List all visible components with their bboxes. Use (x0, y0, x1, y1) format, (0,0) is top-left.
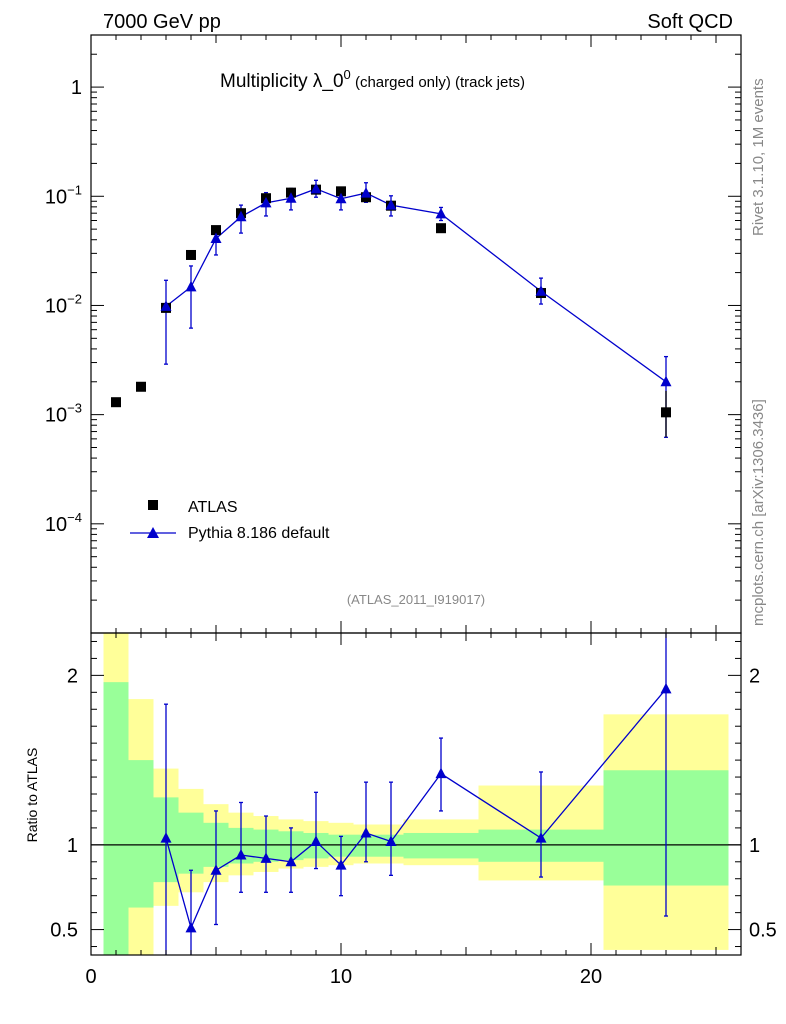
pythia-point-7 (335, 192, 347, 204)
band-inner-0 (103, 682, 129, 955)
ratio-plot-series (160, 633, 672, 955)
atlas-point-4 (211, 225, 221, 236)
ratio-tick-label-left-1: 1 (67, 835, 78, 857)
y-tick-exponent-1: −1 (67, 182, 82, 197)
pythia-point-5 (285, 192, 297, 203)
legend-atlas-label: ATLAS (188, 499, 238, 516)
plot-title-detail: (charged only) (track jets) (351, 74, 525, 91)
atlas-point-12 (436, 223, 446, 234)
legend-pythia-label: Pythia 8.186 default (188, 525, 330, 542)
y-tick-base-3: 10 (45, 405, 67, 427)
ratio-point-10 (435, 767, 447, 779)
pythia-point-3 (235, 210, 247, 222)
y-tick-base-4: 10 (45, 514, 67, 536)
pythia-point-9 (385, 199, 397, 210)
legend-pythia-marker (147, 527, 159, 538)
y-tick-exponent-4: −4 (67, 510, 82, 525)
y-tick-base-2: 10 (45, 295, 67, 317)
header-category-label: Soft QCD (647, 11, 733, 33)
legend: ATLAS Pythia 8.186 default (130, 499, 330, 542)
atlas-point-14 (661, 407, 671, 418)
atlas-point-1 (136, 381, 146, 392)
atlas-point-9 (336, 186, 346, 197)
legend-atlas-marker (148, 500, 158, 510)
atlas-point-0 (111, 397, 121, 408)
rivet-version-label: Rivet 3.1.10, 1M events (750, 78, 767, 236)
ratio-tick-label-left-2: 2 (67, 665, 78, 687)
y-tick-exponent-2: −2 (67, 291, 82, 306)
ratio-tick-label-right-1: 1 (749, 835, 760, 857)
pythia-point-2 (210, 232, 222, 244)
y-tick-label-0: 1 (71, 77, 82, 99)
ratio-point-9 (385, 835, 397, 846)
ratio-tick-label-right-2: 2 (749, 665, 760, 687)
x-tick-label-0: 0 (85, 966, 96, 988)
pythia-point-6 (310, 182, 322, 194)
pythia-point-10 (435, 207, 447, 219)
ratio-tick-label-left-0: 0.5 (50, 920, 78, 942)
ratio-point-2 (210, 864, 222, 875)
x-tick-label-2: 20 (580, 966, 602, 988)
ratio-point-12 (660, 682, 672, 694)
header-energy-label: 7000 GeV pp (103, 11, 221, 33)
ratio-tick-label-right-0: 0.5 (749, 920, 777, 942)
atlas-point-3 (186, 249, 196, 260)
main-panel-frame (90, 34, 742, 634)
ratio-point-7 (335, 859, 347, 870)
analysis-id-label: (ATLAS_2011_I919017) (347, 592, 485, 607)
ratio-point-3 (235, 849, 247, 860)
y-tick-base-1: 10 (45, 186, 67, 208)
y-tick-exponent-3: −3 (67, 401, 82, 416)
ratio-point-5 (285, 855, 297, 867)
band-inner-3 (178, 812, 204, 874)
band-inner-12 (403, 832, 479, 859)
ratio-point-4 (260, 852, 272, 863)
pythia-point-12 (660, 375, 672, 387)
main-plot-series (111, 179, 672, 438)
y-tick-label-2: 10−2 (45, 291, 82, 317)
plot-title-main: Multiplicity λ_0 (220, 71, 344, 92)
plot-title: Multiplicity λ_00 (charged only) (track … (220, 67, 525, 92)
band-inner-1 (128, 760, 154, 908)
pythia-point-11 (535, 285, 547, 296)
ratio-point-8 (360, 826, 372, 838)
pythia-point-4 (260, 196, 272, 208)
source-reference-label: mcplots.cern.ch [arXiv:1306.3436] (750, 399, 767, 626)
x-tick-label-1: 10 (330, 966, 352, 988)
uncertainty-bands (103, 633, 729, 955)
y-tick-base-0: 1 (71, 77, 82, 99)
ratio-point-1 (185, 921, 197, 933)
ratio-point-6 (310, 835, 322, 846)
plot-title-superscript: 0 (344, 67, 351, 82)
y-tick-label-1: 10−1 (45, 182, 82, 208)
ratio-y-axis-label: Ratio to ATLAS (24, 748, 40, 843)
pythia-point-0 (160, 300, 172, 311)
y-tick-label-4: 10−4 (45, 510, 82, 536)
pythia-point-8 (360, 187, 372, 198)
ratio-point-11 (535, 832, 547, 843)
ratio-point-0 (160, 832, 172, 843)
y-tick-label-3: 10−3 (45, 401, 82, 427)
pythia-point-1 (185, 280, 197, 292)
